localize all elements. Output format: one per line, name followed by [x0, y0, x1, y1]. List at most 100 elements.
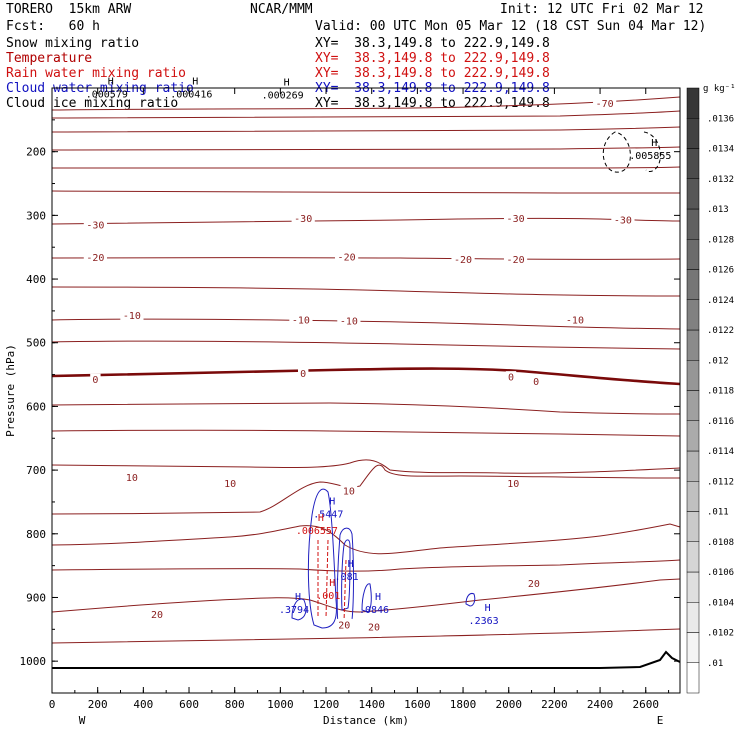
colorbar-swatch [686, 420, 700, 452]
colorbar-tick-label: .012 [707, 356, 729, 366]
field-xy-snow: XY= 38.3,149.8 to 222.9,149.8 [315, 36, 550, 51]
cloud-water-line [465, 593, 476, 607]
field-xy-cloudice: XY= 38.3,149.8 to 222.9,149.8 [315, 96, 550, 111]
contour-label-bg [90, 373, 101, 385]
init-time: Init: 12 UTC Fri 02 Mar 12 [500, 2, 704, 17]
contour-label-bg [334, 250, 359, 262]
isotherm-line [51, 166, 681, 169]
isotherm-line [51, 628, 681, 644]
contour-labels: -70 -30 -30 -30 -30 -20 -20 -20 -20 -10 -10 -10 -10 0… [83, 76, 671, 633]
temperature-contour-label: 10 [343, 487, 355, 498]
y-tick-label: 900 [26, 591, 46, 604]
colorbar-swatch [686, 239, 700, 270]
isotherm-line [51, 523, 681, 555]
colorbar-swatch [686, 450, 700, 482]
maximum-value-label: .3794 [279, 605, 309, 616]
terrain-line [52, 650, 681, 669]
temperature-contour-label: -30 [507, 214, 525, 225]
x-tick-label: 400 [133, 698, 153, 711]
endpoint-west: W [79, 714, 86, 727]
contour-label-bg [504, 477, 522, 489]
temperature-contour-label: -10 [566, 315, 584, 326]
contour-label-bg [335, 618, 353, 630]
isotherm-line [51, 318, 681, 330]
colorbar-swatch [686, 360, 700, 391]
temperature-contour-label: 20 [368, 622, 380, 633]
temperature-contour-label: -20 [454, 255, 472, 266]
colorbar-swatch [686, 148, 700, 179]
contour-label-bg [83, 251, 107, 263]
contour-label-bg [221, 477, 239, 489]
temperature-contour-label: 10 [224, 479, 236, 490]
isotherm-line [51, 429, 681, 437]
temperature-contour-label: -10 [292, 315, 310, 326]
temperature-contour-label: -20 [86, 253, 104, 264]
maximum-marker: H [485, 603, 491, 614]
y-axis-label: Pressure (hPa) [4, 344, 17, 437]
field-xy-rain: XY= 38.3,149.8 to 222.9,149.8 [315, 66, 550, 81]
isotherm-line [51, 402, 681, 415]
colorbar-tick-label: .0126 [707, 266, 734, 276]
colorbar-swatch [686, 208, 700, 240]
x-tick-label: 2600 [632, 698, 659, 711]
isotherm-line [51, 340, 681, 350]
contour-label-bg [123, 471, 141, 483]
temperature-contour-label: -20 [338, 252, 356, 263]
contour-label-bg [505, 371, 517, 383]
maximum-marker: H [329, 578, 335, 589]
temperature-isotherms [51, 96, 681, 644]
contour-label-bg [337, 315, 361, 327]
cloud-water-line [291, 598, 307, 621]
y-tick-label: 200 [26, 146, 46, 159]
isotherm-line [51, 126, 681, 133]
maximum-marker: H [192, 76, 198, 87]
maximum-marker: H [108, 76, 114, 87]
y-tick-label: 1000 [20, 655, 47, 668]
maximum-value-label: .2363 [469, 616, 499, 627]
colorbar-tick-label: .0108 [707, 538, 734, 548]
maximum-marker: H [284, 78, 290, 89]
temperature-contour-label: 0 [92, 375, 98, 386]
contour-label-bg [148, 608, 166, 620]
isotherm-line [51, 459, 681, 474]
temperature-contour-label: -30 [614, 215, 632, 226]
contour-label-bg [365, 620, 383, 632]
temperature-contour-label: -70 [596, 99, 614, 110]
maximum-marker: H [651, 138, 657, 149]
colorbar-swatch [686, 632, 700, 663]
cloud-ice-contours [602, 131, 661, 173]
cloud-ice-line [643, 131, 661, 173]
maximum-marker: H [318, 513, 324, 524]
maximum-value-label: .000416 [170, 89, 212, 100]
field-name-snow: Snow mixing ratio [6, 36, 140, 51]
isotherm-line [51, 96, 681, 111]
x-tick-label: 1800 [450, 698, 477, 711]
x-tick-label: 0 [49, 698, 56, 711]
colorbar-tick-label: .0112 [707, 477, 734, 487]
contour-label-bg [120, 309, 144, 321]
contour-label-bg [563, 313, 587, 325]
maximum-value-label: .5447 [313, 510, 343, 521]
x-tick-label: 2000 [495, 698, 522, 711]
maximum-value-label: .000579 [86, 89, 128, 100]
colorbar-tick-label: .0102 [707, 629, 734, 639]
x-tick-label: 600 [179, 698, 199, 711]
field-name-rain: Rain water mixing ratio [6, 66, 187, 81]
y-tick-label: 300 [26, 209, 46, 222]
cloud-ice-line [602, 131, 631, 173]
colorbar-swatch [686, 541, 700, 573]
axes: 0 200 400 600 800 1000 1200 1400 1600 1800 2000 220… [4, 87, 681, 727]
rain-line [343, 559, 347, 623]
freezing-level-line [51, 367, 681, 386]
isotherm-line [51, 286, 681, 297]
isotherm-line [51, 110, 681, 119]
x-tick-label: 2200 [541, 698, 568, 711]
x-tick-label: 1200 [313, 698, 340, 711]
contour-label-bg [340, 485, 358, 497]
colorbar-swatch [686, 269, 700, 300]
x-tick-label: 800 [225, 698, 245, 711]
temperature-contour-label: -10 [123, 311, 141, 322]
x-tick-label: 2400 [587, 698, 614, 711]
temperature-contour-label: -30 [86, 220, 104, 231]
colorbar-swatch [686, 511, 700, 542]
